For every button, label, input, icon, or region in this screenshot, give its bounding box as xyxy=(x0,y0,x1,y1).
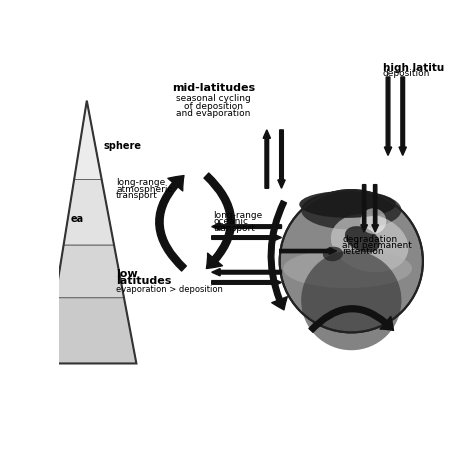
Ellipse shape xyxy=(283,249,412,288)
Text: latitudes: latitudes xyxy=(116,276,172,286)
Ellipse shape xyxy=(323,246,343,261)
Text: seasonal cycling: seasonal cycling xyxy=(176,94,251,103)
Ellipse shape xyxy=(299,191,396,218)
FancyArrow shape xyxy=(399,77,406,155)
FancyArrowPatch shape xyxy=(268,201,287,310)
Text: mid-latitudes: mid-latitudes xyxy=(172,83,255,93)
FancyArrow shape xyxy=(384,77,392,155)
FancyArrow shape xyxy=(280,248,337,255)
FancyArrow shape xyxy=(263,130,271,188)
Text: of deposition: of deposition xyxy=(184,101,243,110)
Text: long-range: long-range xyxy=(116,178,165,187)
Text: and permanent: and permanent xyxy=(342,241,412,250)
Text: high latitu: high latitu xyxy=(383,63,444,73)
Text: oceanic: oceanic xyxy=(213,218,248,227)
Ellipse shape xyxy=(331,214,409,273)
Circle shape xyxy=(301,251,401,350)
FancyArrow shape xyxy=(212,279,282,286)
Text: sphere: sphere xyxy=(103,141,141,151)
Ellipse shape xyxy=(345,226,380,253)
Text: atmospheric: atmospheric xyxy=(116,184,173,193)
Circle shape xyxy=(360,208,386,234)
FancyArrowPatch shape xyxy=(156,175,186,271)
FancyArrow shape xyxy=(361,185,367,232)
Text: and evaporation: and evaporation xyxy=(176,109,251,118)
Polygon shape xyxy=(64,180,114,245)
Text: transport: transport xyxy=(116,191,158,200)
FancyArrow shape xyxy=(278,130,285,188)
Ellipse shape xyxy=(301,191,401,229)
Polygon shape xyxy=(74,100,102,180)
FancyArrowPatch shape xyxy=(309,306,393,332)
Text: ea: ea xyxy=(70,214,83,224)
FancyArrow shape xyxy=(372,185,378,232)
FancyArrowPatch shape xyxy=(204,173,235,268)
FancyArrow shape xyxy=(212,269,282,276)
Text: deposition: deposition xyxy=(383,69,430,78)
Polygon shape xyxy=(55,245,124,298)
Text: transport: transport xyxy=(213,224,255,233)
FancyArrow shape xyxy=(212,223,282,230)
Polygon shape xyxy=(45,298,137,364)
Text: degradation: degradation xyxy=(342,235,397,244)
Text: retention: retention xyxy=(342,247,384,256)
Text: evaporation > deposition: evaporation > deposition xyxy=(116,285,223,294)
Text: long-range: long-range xyxy=(213,211,263,220)
Circle shape xyxy=(280,190,423,332)
Text: low: low xyxy=(116,269,138,279)
FancyArrow shape xyxy=(212,234,282,241)
